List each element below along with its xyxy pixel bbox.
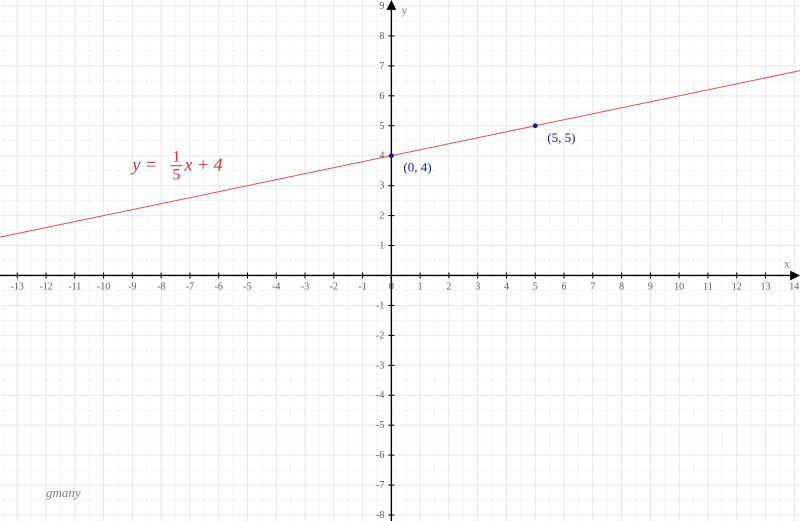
x-tick-label: 5 xyxy=(533,281,538,292)
x-tick-label: -7 xyxy=(186,281,194,292)
x-tick-label: 12 xyxy=(732,281,742,292)
watermark: gmany xyxy=(46,485,81,500)
x-tick-label: 13 xyxy=(760,281,770,292)
coordinate-plot: -13-12-11-10-9-8-7-6-5-4-3-2-10123456789… xyxy=(0,0,800,521)
x-axis-label: x xyxy=(784,256,790,270)
x-tick-label: -6 xyxy=(215,281,223,292)
y-tick-label: -8 xyxy=(376,510,384,521)
y-tick-label: -3 xyxy=(376,360,384,371)
x-tick-label: -4 xyxy=(272,281,280,292)
x-tick-label: 4 xyxy=(504,281,509,292)
y-tick-label: 7 xyxy=(379,61,384,72)
x-tick-label: -13 xyxy=(11,281,24,292)
x-tick-label: -9 xyxy=(128,281,136,292)
x-tick-label: -1 xyxy=(358,281,366,292)
x-tick-label: 11 xyxy=(703,281,713,292)
y-tick-label: -1 xyxy=(376,300,384,311)
x-tick-label: -8 xyxy=(157,281,165,292)
x-tick-label: -3 xyxy=(301,281,309,292)
plot-point xyxy=(389,153,394,158)
y-tick-label: 3 xyxy=(379,181,384,192)
x-tick-label: 10 xyxy=(674,281,684,292)
x-tick-label: -11 xyxy=(68,281,81,292)
x-tick-label: -10 xyxy=(97,281,110,292)
y-tick-label: 5 xyxy=(379,121,384,132)
x-tick-label: -2 xyxy=(330,281,338,292)
y-tick-label: 6 xyxy=(379,91,384,102)
point-label: (5, 5) xyxy=(547,130,575,145)
x-tick-label: 1 xyxy=(418,281,423,292)
y-tick-label: 2 xyxy=(379,211,384,222)
point-label: (0, 4) xyxy=(403,160,431,175)
x-tick-label: 7 xyxy=(590,281,595,292)
y-axis-label: y xyxy=(401,3,407,17)
plot-point xyxy=(533,123,538,128)
y-tick-label: 9 xyxy=(379,1,384,12)
y-tick-label: -5 xyxy=(376,420,384,431)
y-tick-label: -2 xyxy=(376,330,384,341)
x-tick-label: 14 xyxy=(789,281,799,292)
x-tick-label: 8 xyxy=(619,281,624,292)
y-tick-label: 8 xyxy=(379,31,384,42)
y-tick-label: 1 xyxy=(379,241,384,252)
svg-text:1: 1 xyxy=(172,149,180,166)
svg-text:5: 5 xyxy=(172,167,180,184)
x-tick-label: -5 xyxy=(243,281,251,292)
y-tick-label: 4 xyxy=(379,151,384,162)
x-tick-label: 6 xyxy=(562,281,567,292)
x-tick-label: 2 xyxy=(446,281,451,292)
x-tick-label: 9 xyxy=(648,281,653,292)
svg-text:y =: y = xyxy=(130,155,157,175)
y-tick-label: -6 xyxy=(376,450,384,461)
svg-text:x + 4: x + 4 xyxy=(183,155,222,175)
x-tick-label: 0 xyxy=(389,281,394,292)
equation-label: y = 15x + 4 xyxy=(130,149,222,184)
y-tick-label: -4 xyxy=(376,390,384,401)
y-tick-label: -7 xyxy=(376,480,384,491)
x-tick-label: 3 xyxy=(475,281,480,292)
x-tick-label: -12 xyxy=(39,281,52,292)
